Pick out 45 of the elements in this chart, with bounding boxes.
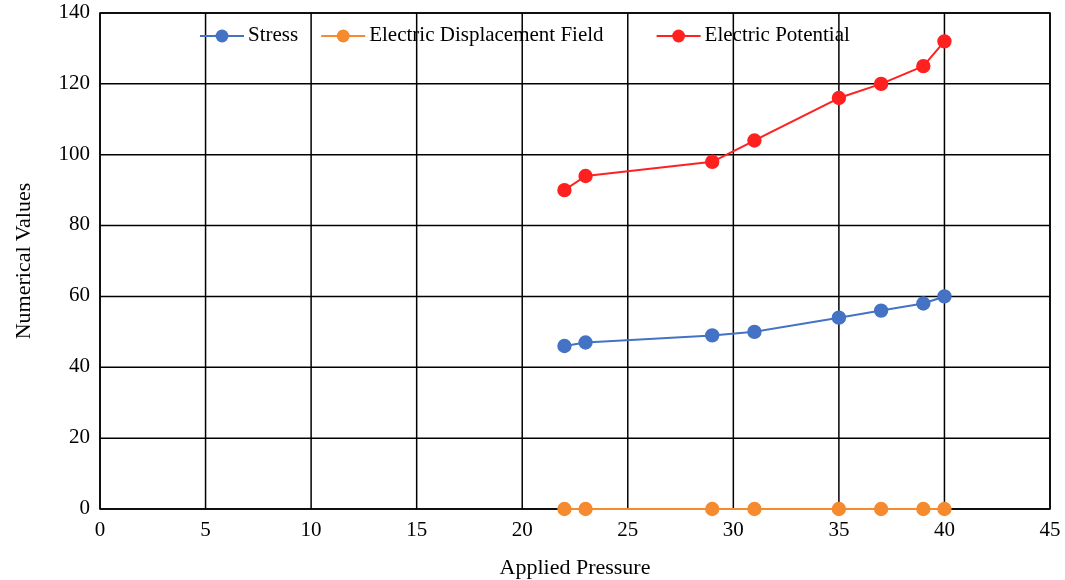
point [916, 296, 931, 311]
point [705, 328, 720, 343]
point [937, 289, 952, 304]
legend-label: Stress [248, 21, 299, 46]
point [747, 501, 762, 517]
x-tick-label: 25 [617, 517, 639, 541]
x-tick-label: 0 [94, 517, 106, 541]
point [557, 182, 572, 198]
y-tick-label: 60 [69, 282, 90, 307]
x-tick-label: 15 [406, 517, 428, 541]
point [831, 501, 847, 517]
y-tick-label: 0 [79, 494, 90, 519]
point [831, 310, 847, 325]
point [937, 501, 952, 517]
point [916, 501, 931, 517]
x-tick-label: 10 [300, 517, 322, 541]
point [831, 90, 847, 106]
point [873, 501, 889, 517]
y-tick-label: 40 [69, 353, 90, 378]
x-tick-label: 20 [511, 517, 533, 541]
point [578, 335, 593, 350]
point [937, 34, 952, 49]
point [705, 501, 720, 517]
x-tick-label: 45 [1039, 517, 1061, 541]
x-axis-title: Applied Pressure [499, 554, 651, 579]
y-tick-label: 100 [58, 140, 90, 165]
x-tick-label: 35 [828, 517, 850, 541]
x-tick-label: 40 [933, 517, 955, 541]
point [916, 58, 931, 74]
x-tick-label: 30 [722, 517, 744, 541]
point [578, 168, 593, 184]
x-tick-label: 5 [200, 517, 211, 541]
point [873, 76, 889, 92]
y-tick-label: 140 [58, 0, 90, 23]
y-tick-label: 120 [58, 69, 90, 94]
point [747, 324, 762, 340]
point [557, 501, 572, 517]
point [747, 133, 762, 148]
y-tick-label: 20 [69, 423, 90, 448]
point [705, 154, 720, 169]
point [873, 303, 889, 318]
point [578, 501, 593, 517]
y-axis-title: Numerical Values [10, 182, 35, 340]
y-tick-label: 80 [69, 211, 90, 236]
point [557, 338, 572, 354]
